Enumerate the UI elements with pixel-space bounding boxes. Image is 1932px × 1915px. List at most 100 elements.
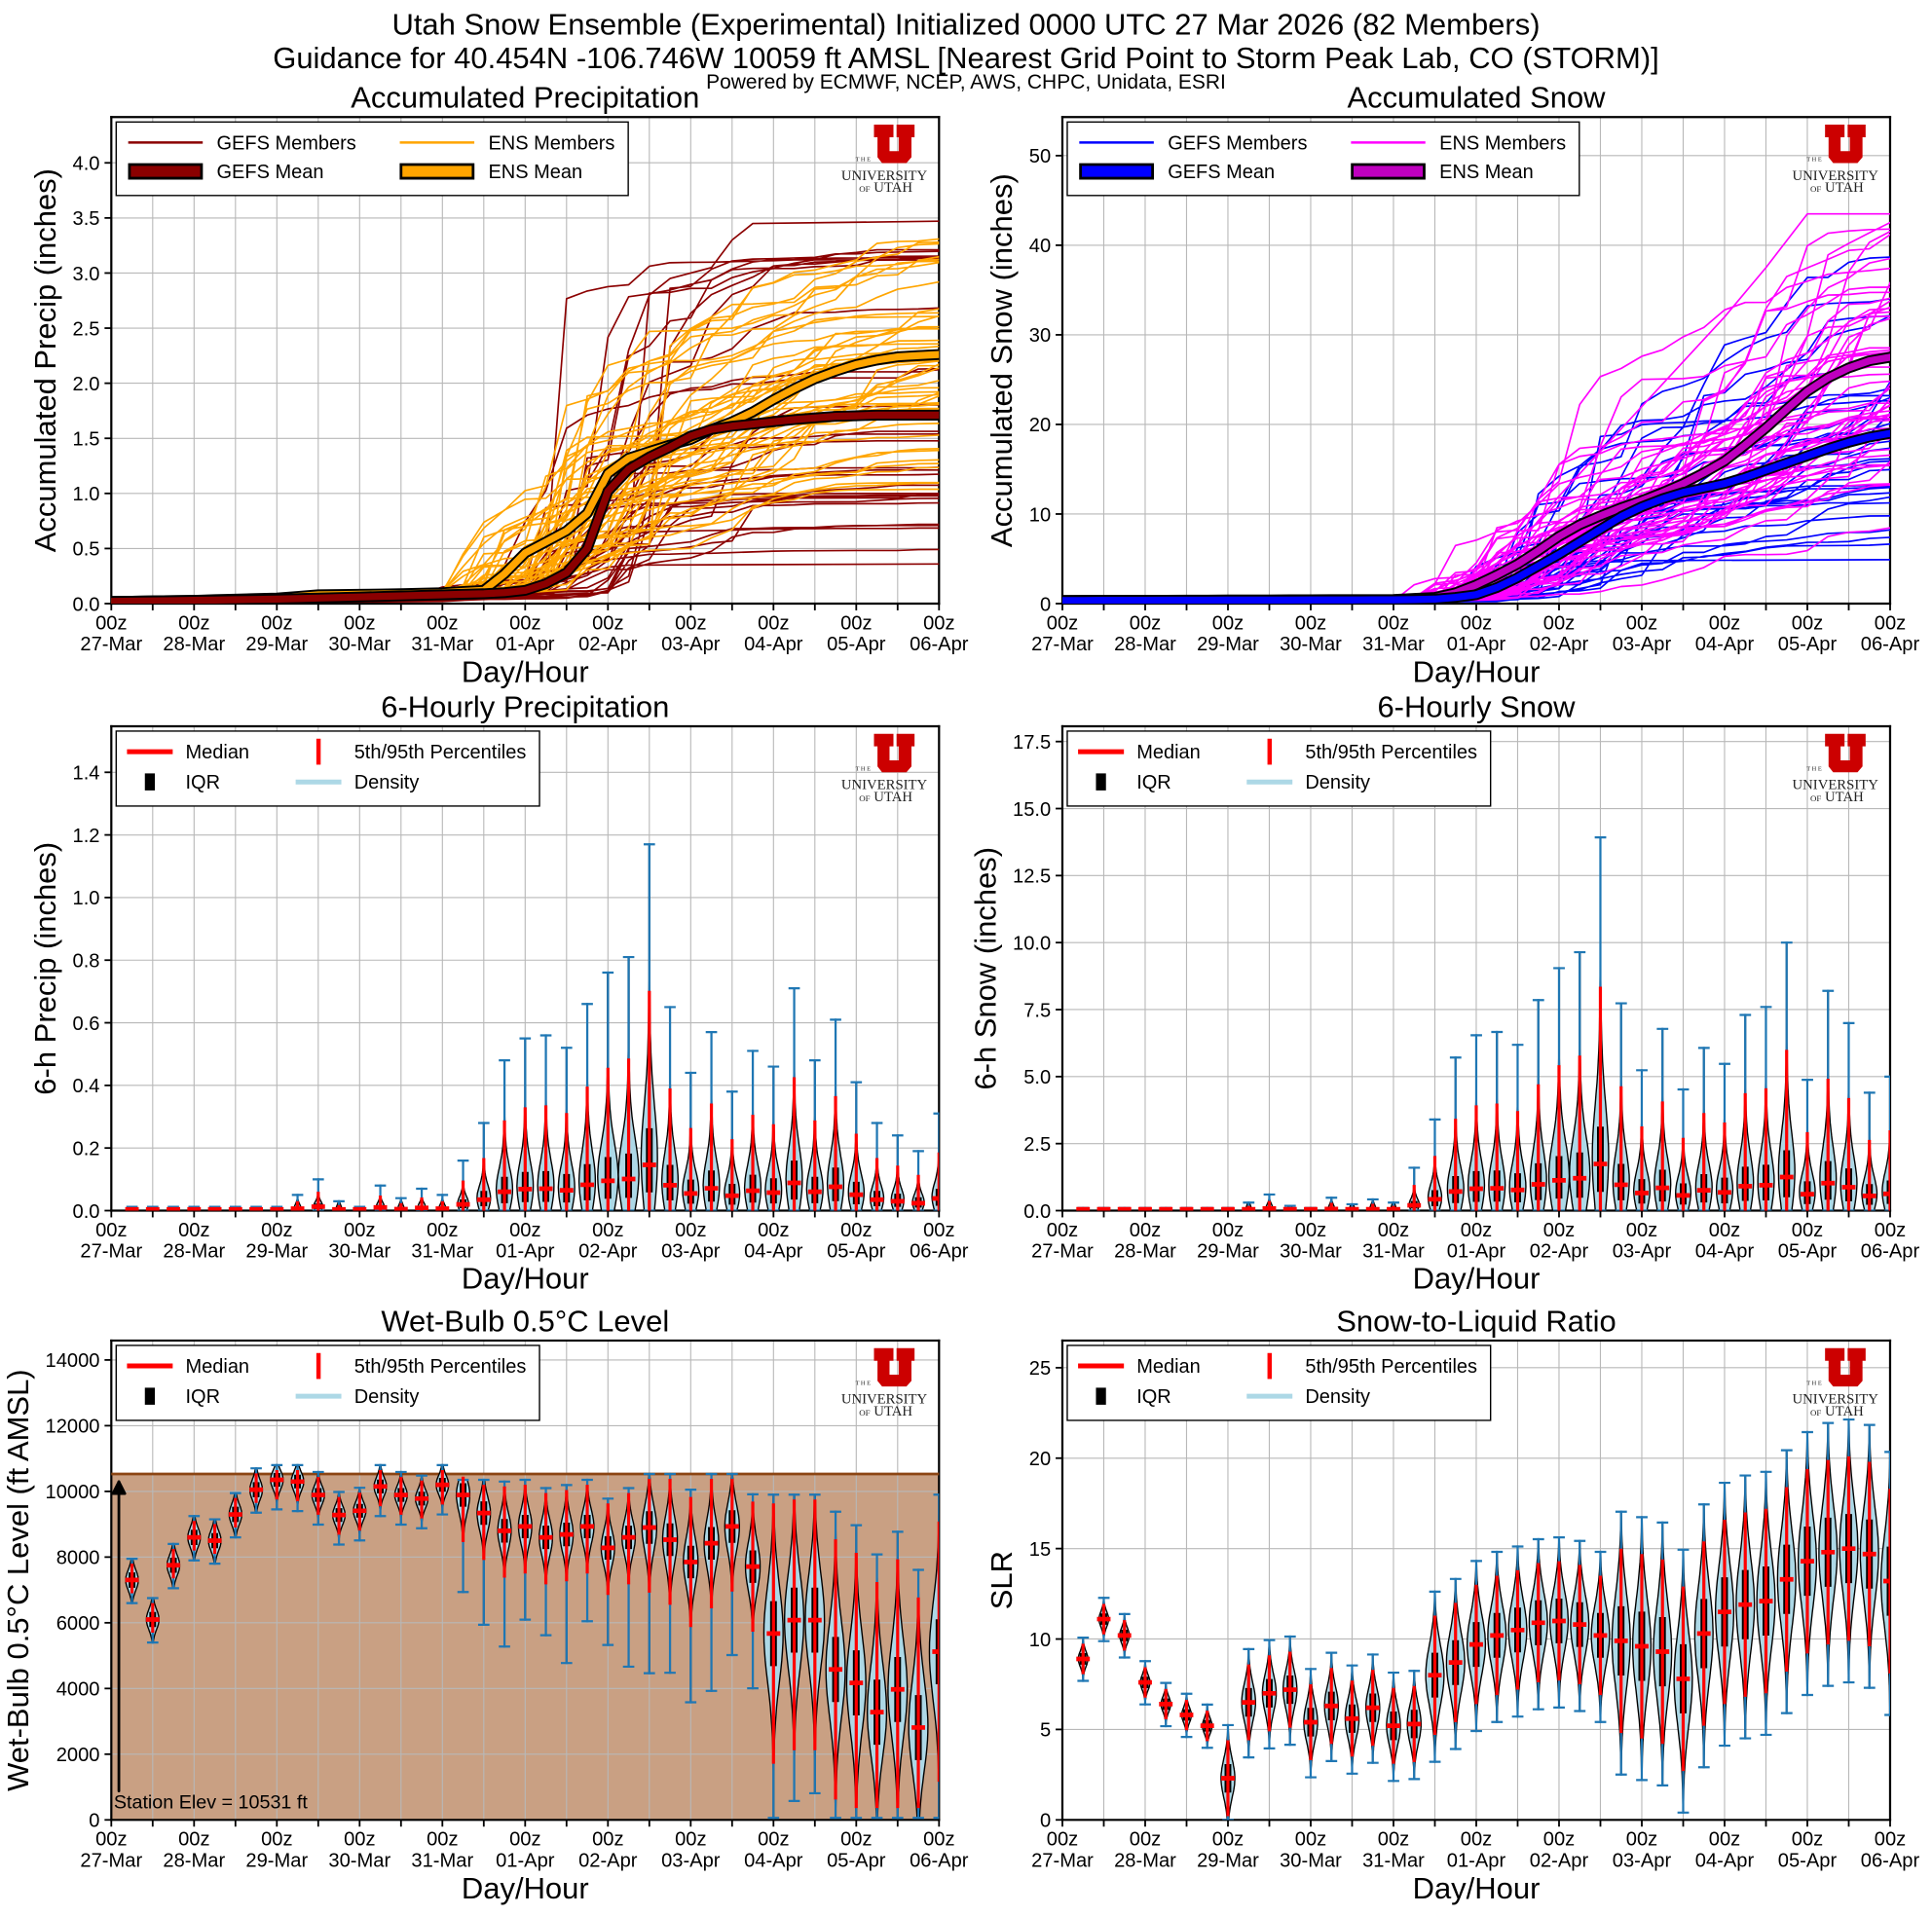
svg-text:0.6: 0.6 [73, 1013, 100, 1035]
svg-text:ENS Mean: ENS Mean [1439, 162, 1534, 183]
svg-text:31-Mar: 31-Mar [411, 1850, 473, 1871]
svg-text:6000: 6000 [56, 1613, 100, 1635]
svg-text:OF: OF [859, 793, 870, 803]
svg-text:05-Apr: 05-Apr [1778, 1850, 1838, 1871]
svg-text:30-Mar: 30-Mar [328, 1850, 390, 1871]
svg-text:T H E: T H E [1806, 765, 1822, 772]
svg-text:27-Mar: 27-Mar [80, 634, 142, 655]
svg-text:Day/Hour: Day/Hour [1413, 1261, 1541, 1295]
svg-text:5th/95th Percentiles: 5th/95th Percentiles [354, 742, 527, 763]
svg-text:00z: 00z [1875, 612, 1906, 634]
svg-text:28-Mar: 28-Mar [1114, 1850, 1176, 1871]
svg-text:01-Apr: 01-Apr [496, 634, 555, 655]
svg-text:00z: 00z [427, 612, 458, 634]
svg-text:27-Mar: 27-Mar [80, 1850, 142, 1871]
svg-text:00z: 00z [1709, 612, 1740, 634]
svg-text:2000: 2000 [56, 1745, 100, 1766]
svg-text:IQR: IQR [1136, 772, 1171, 793]
svg-text:00z: 00z [1130, 1220, 1161, 1241]
svg-text:06-Apr: 06-Apr [910, 1850, 969, 1871]
svg-text:OF: OF [1810, 1408, 1821, 1418]
svg-text:00z: 00z [427, 1220, 458, 1241]
svg-text:04-Apr: 04-Apr [744, 1241, 803, 1263]
svg-text:00z: 00z [1378, 612, 1409, 634]
svg-text:SLR: SLR [985, 1551, 1019, 1609]
svg-text:31-Mar: 31-Mar [1362, 1241, 1425, 1263]
svg-text:Accumulated Precipitation: Accumulated Precipitation [351, 81, 699, 115]
svg-text:OF: OF [859, 184, 870, 194]
svg-text:OF: OF [1810, 184, 1821, 194]
svg-text:00z: 00z [1461, 612, 1492, 634]
svg-text:00z: 00z [840, 1829, 872, 1851]
svg-text:25: 25 [1029, 1358, 1051, 1380]
svg-text:UTAH: UTAH [873, 180, 912, 196]
svg-text:06-Apr: 06-Apr [910, 1241, 969, 1263]
svg-text:02-Apr: 02-Apr [1530, 1850, 1589, 1871]
svg-text:01-Apr: 01-Apr [1447, 1241, 1506, 1263]
svg-text:30: 30 [1029, 325, 1051, 347]
svg-text:00z: 00z [923, 1829, 954, 1851]
svg-text:0: 0 [89, 1811, 99, 1832]
svg-text:31-Mar: 31-Mar [1362, 634, 1425, 655]
svg-text:6-h Precip (inches): 6-h Precip (inches) [28, 842, 62, 1095]
svg-text:00z: 00z [923, 612, 954, 634]
svg-text:OF: OF [1810, 793, 1821, 803]
svg-text:Density: Density [354, 1386, 420, 1408]
svg-text:00z: 00z [344, 612, 375, 634]
svg-text:00z: 00z [178, 1220, 209, 1241]
svg-text:GEFS Members: GEFS Members [1168, 132, 1307, 154]
svg-text:27-Mar: 27-Mar [80, 1241, 142, 1263]
svg-text:05-Apr: 05-Apr [1778, 634, 1838, 655]
svg-text:00z: 00z [675, 612, 706, 634]
svg-text:00z: 00z [509, 612, 540, 634]
svg-text:Day/Hour: Day/Hour [462, 1871, 589, 1905]
svg-text:02-Apr: 02-Apr [578, 1850, 638, 1871]
svg-text:00z: 00z [1875, 1220, 1906, 1241]
svg-text:IQR: IQR [186, 1386, 221, 1408]
svg-text:00z: 00z [758, 1220, 789, 1241]
svg-text:Median: Median [186, 742, 250, 763]
svg-text:31-Mar: 31-Mar [411, 1241, 473, 1263]
svg-text:OF: OF [859, 1408, 870, 1418]
svg-text:5th/95th Percentiles: 5th/95th Percentiles [1305, 742, 1477, 763]
svg-text:Accumulated Snow (inches): Accumulated Snow (inches) [985, 173, 1019, 547]
svg-text:00z: 00z [1543, 1829, 1575, 1851]
svg-text:01-Apr: 01-Apr [496, 1850, 555, 1871]
svg-text:05-Apr: 05-Apr [827, 634, 886, 655]
svg-text:27-Mar: 27-Mar [1031, 1850, 1094, 1871]
svg-text:00z: 00z [1792, 612, 1823, 634]
svg-text:03-Apr: 03-Apr [661, 1241, 721, 1263]
svg-text:01-Apr: 01-Apr [1447, 1850, 1506, 1871]
svg-text:50: 50 [1029, 146, 1051, 167]
svg-text:0.5: 0.5 [73, 539, 100, 561]
svg-text:ENS Members: ENS Members [488, 132, 614, 154]
svg-text:00z: 00z [427, 1829, 458, 1851]
svg-text:Accumulated Precip (inches): Accumulated Precip (inches) [28, 168, 62, 552]
svg-text:30-Mar: 30-Mar [328, 634, 390, 655]
svg-text:00z: 00z [1461, 1829, 1492, 1851]
svg-text:28-Mar: 28-Mar [163, 1850, 225, 1871]
svg-text:6-h Snow (inches): 6-h Snow (inches) [968, 847, 1002, 1090]
svg-text:GEFS Mean: GEFS Mean [1168, 162, 1275, 183]
svg-text:ENS Members: ENS Members [1439, 132, 1566, 154]
svg-text:00z: 00z [592, 1829, 623, 1851]
svg-text:29-Mar: 29-Mar [1197, 1241, 1259, 1263]
svg-text:6-Hourly Snow: 6-Hourly Snow [1377, 689, 1576, 723]
svg-text:3.5: 3.5 [73, 208, 100, 230]
svg-text:28-Mar: 28-Mar [1114, 1241, 1176, 1263]
svg-text:00z: 00z [1626, 1829, 1657, 1851]
svg-text:00z: 00z [675, 1220, 706, 1241]
svg-text:2.5: 2.5 [1023, 1134, 1051, 1156]
svg-text:2.5: 2.5 [73, 318, 100, 340]
svg-text:Utah Snow Ensemble (Experiment: Utah Snow Ensemble (Experimental) Initia… [391, 7, 1540, 41]
svg-text:15.0: 15.0 [1013, 799, 1051, 821]
svg-text:10: 10 [1029, 504, 1051, 526]
svg-text:Day/Hour: Day/Hour [1413, 1871, 1541, 1905]
svg-text:0: 0 [1040, 594, 1051, 615]
svg-text:01-Apr: 01-Apr [1447, 634, 1506, 655]
svg-text:00z: 00z [95, 1220, 127, 1241]
svg-text:14000: 14000 [46, 1350, 100, 1372]
svg-text:T H E: T H E [856, 765, 872, 772]
svg-text:GEFS Members: GEFS Members [217, 132, 356, 154]
svg-text:03-Apr: 03-Apr [1613, 1241, 1672, 1263]
